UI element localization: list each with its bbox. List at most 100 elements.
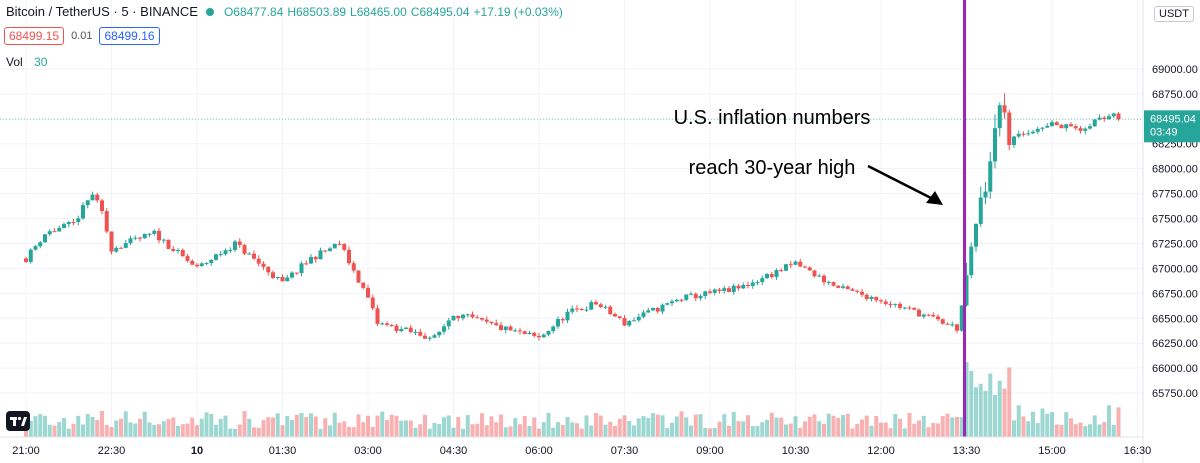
volume-bar [627, 421, 632, 437]
volume-bar [831, 415, 836, 437]
time-axis[interactable]: 21:00 22:30 10 01:30 03:00 04:30 06:00 07:30 09:… [12, 445, 1151, 457]
candle-body [712, 289, 717, 293]
candle-body [503, 326, 508, 331]
volume-bar [123, 411, 128, 437]
candle-body [404, 327, 408, 329]
volume-bar [180, 424, 185, 437]
volume-bar [513, 418, 518, 437]
volume-bar [147, 422, 152, 437]
volume-bar [223, 415, 228, 437]
candle-body [893, 303, 898, 305]
price-axis[interactable]: 69000.0068750.0068500.0068250.0068000.00… [1152, 64, 1198, 400]
candle-body [275, 276, 280, 278]
volume-bar [812, 414, 817, 437]
volume-bar [974, 387, 978, 437]
candle-body [845, 286, 850, 290]
candle-body [617, 316, 622, 318]
candle-body [76, 218, 81, 223]
candle-body [28, 249, 33, 262]
currency-button[interactable]: USDT [1154, 6, 1194, 22]
candle-body [299, 263, 304, 274]
candle-body [679, 299, 684, 301]
candle-body [627, 321, 632, 326]
candle-body [1088, 126, 1092, 129]
volume-bar [1054, 424, 1059, 437]
candle-body [142, 233, 147, 239]
volume-bar [437, 424, 442, 437]
volume-bars [24, 362, 1121, 437]
volume-bar [408, 420, 413, 437]
volume-bar [1111, 424, 1116, 437]
candle-body [494, 323, 499, 326]
candle-body [622, 317, 627, 326]
candle-body [508, 326, 513, 331]
candle-body [798, 261, 803, 267]
volume-bar [427, 428, 432, 437]
volume-bar [342, 421, 347, 437]
volume-bar [674, 416, 679, 437]
volume-bar [247, 418, 252, 437]
volume-bar [1007, 367, 1012, 437]
candle-body [1092, 119, 1097, 127]
candle-body [128, 238, 133, 244]
candle-body [446, 320, 451, 327]
volume-bar [76, 415, 81, 437]
volume-bar [285, 416, 290, 437]
y-tick-label: 69000.00 [1152, 64, 1198, 76]
candle-body [912, 307, 917, 310]
candle-body [888, 304, 893, 306]
volume-bar [912, 423, 917, 437]
candle-body [636, 316, 641, 321]
candle-body [1064, 124, 1069, 129]
volume-bar [798, 427, 803, 437]
candle-body [513, 330, 518, 332]
candle-body [109, 231, 114, 252]
volume-bar [1016, 405, 1021, 437]
candle-body [242, 245, 247, 254]
candle-body [85, 200, 90, 206]
candle-body [228, 249, 233, 251]
volume-bar [470, 424, 475, 437]
volume-bar [304, 417, 309, 437]
candle-body [646, 310, 651, 313]
candle-body [218, 254, 223, 256]
volume-bar [375, 415, 380, 437]
volume-bar [62, 418, 66, 437]
volume-bar [337, 422, 342, 437]
y-tick-label: 68750.00 [1152, 89, 1198, 101]
candle-body [864, 294, 869, 300]
x-tick-label: 10:30 [782, 445, 810, 457]
candle-body [641, 312, 646, 317]
volume-label[interactable]: Vol [6, 55, 23, 69]
candle-body [537, 335, 541, 338]
sell-price-button[interactable]: 68499.15 [4, 27, 65, 45]
volume-bar [209, 413, 214, 437]
candle-body [133, 237, 138, 239]
candle-body [565, 311, 570, 321]
volume-bar [47, 424, 52, 437]
volume-bar [950, 417, 955, 437]
annotation-line-2: reach 30-year high [689, 157, 856, 179]
candle-body [413, 331, 418, 333]
candle-body [1021, 133, 1026, 135]
candle-body [769, 274, 774, 277]
volume-bar [1116, 407, 1121, 437]
volume-bar [142, 411, 147, 437]
tradingview-logo-icon[interactable] [6, 411, 30, 431]
volume-bar [114, 420, 119, 437]
volume-bar [969, 370, 974, 437]
buy-price-button[interactable]: 68499.16 [99, 27, 160, 45]
candle-body [1026, 133, 1031, 135]
legend: Bitcoin / TetherUS · 5 · BINANCE O68477.… [6, 4, 567, 19]
volume-bar [85, 414, 90, 437]
volume-bar [252, 427, 256, 437]
symbol-title[interactable]: Bitcoin / TetherUS · 5 · BINANCE [6, 4, 198, 19]
candle-body [1073, 126, 1078, 129]
y-tick-label: 67500.00 [1152, 214, 1198, 226]
volume-bar [356, 414, 361, 437]
volume-bar [1012, 420, 1016, 437]
candle-body [290, 272, 294, 278]
candle-body [1059, 125, 1064, 129]
volume-bar [133, 423, 138, 437]
